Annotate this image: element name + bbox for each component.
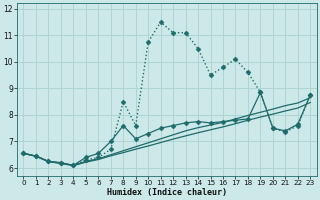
X-axis label: Humidex (Indice chaleur): Humidex (Indice chaleur) (107, 188, 227, 197)
